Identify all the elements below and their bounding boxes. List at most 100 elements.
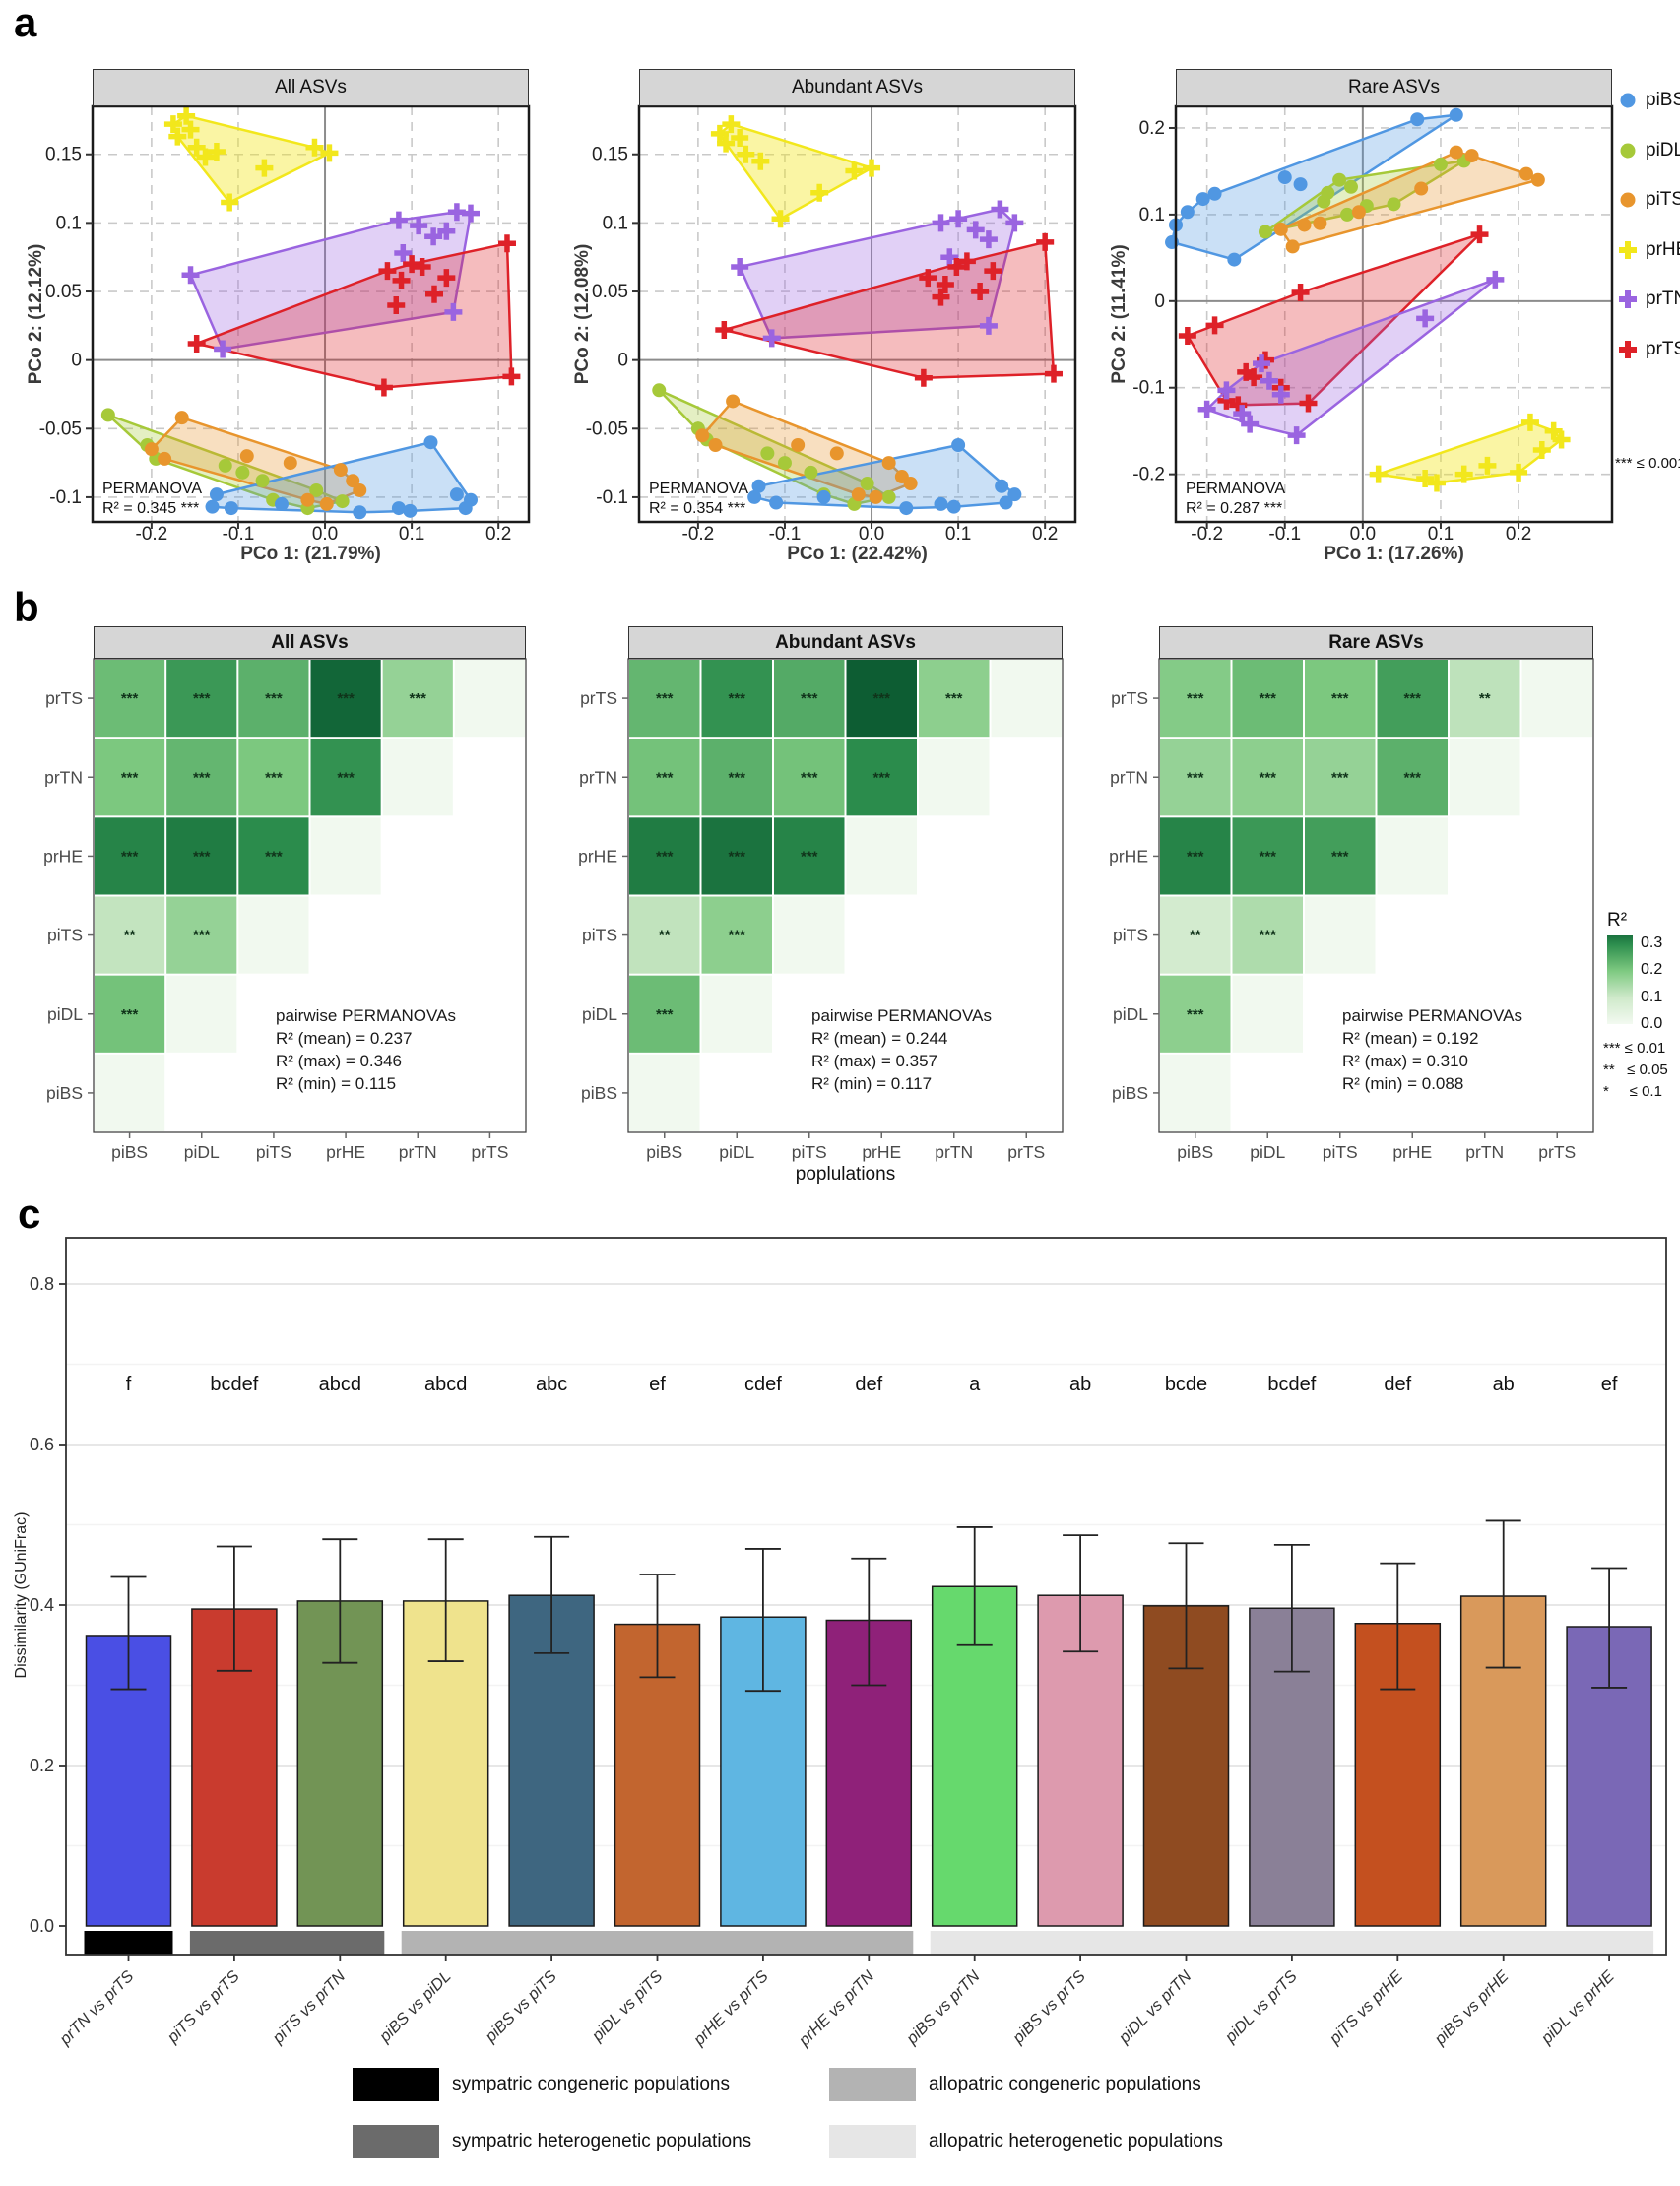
bar-ytick: 0.6	[30, 1435, 54, 1454]
heatmap-2: *** *** *** *** ****** *** *** ****** *** ***** **…	[578, 658, 1064, 1162]
cell-significance: ***	[1331, 690, 1349, 707]
pcoa-ylabel-2: PCo 2: (12.08%)	[572, 243, 593, 385]
heatmap-row-label: piTS	[1113, 926, 1148, 945]
heatmap-cell	[629, 896, 700, 974]
heatmap-row-label: prTN	[1110, 767, 1148, 787]
heatmap-cell	[846, 817, 917, 895]
heatmap-cell	[701, 660, 772, 738]
bar-xtick-label: piTS vs prTS	[163, 1967, 243, 2047]
significance-letter: bcdef	[1267, 1374, 1316, 1395]
cell-significance: ***	[728, 848, 745, 865]
points-prHE	[710, 115, 881, 228]
legend-item-piTS: piTS	[1617, 186, 1680, 214]
heatmap-row-label: piBS	[581, 1083, 617, 1103]
heatmap-cell	[166, 739, 237, 816]
heatmap-col-label: piBS	[111, 1142, 148, 1162]
cell-significance: ***	[728, 928, 745, 944]
group-swatch	[353, 2068, 439, 2101]
heatmap-cell	[95, 739, 165, 816]
pcoa-ytick: 0.1	[1139, 205, 1165, 225]
cell-significance: ***	[656, 769, 674, 786]
r2-colorbar-tick: 0.3	[1641, 934, 1663, 952]
heatmap-cell	[95, 975, 165, 1053]
bar-xtick-label: piDL vs prHE	[1537, 1966, 1619, 2048]
heatmap-row-label: prTS	[45, 688, 83, 708]
bar-xtick-label: piTS vs prTN	[269, 1967, 350, 2048]
pcoa-plot-2: -0.2 -0.1 0.0 0.1 0.2 0.15 0.1 0.05 0 -0.05 -0.1	[586, 104, 1077, 545]
pcoa-plot-3: -0.2 -0.1 0.0 0.1 0.2 0.2 0.1 0 -0.1 -0.2	[1132, 104, 1614, 545]
sig-level-3: * ≤ 0.1	[1603, 1083, 1662, 1100]
heatmap-cell	[846, 660, 917, 738]
bar-xtick-label: piBS vs prTS	[1008, 1967, 1089, 2048]
heatmap-cell	[774, 817, 845, 895]
heatmap-cell	[1377, 817, 1448, 895]
heatmap-col-label: piDL	[719, 1142, 754, 1162]
heatmap-cell	[1232, 975, 1303, 1053]
plus-marker-icon	[1619, 340, 1637, 358]
legend-label: piBS	[1646, 90, 1680, 110]
heatmap-cell	[1160, 975, 1231, 1053]
r2-colorbar-tick: 0.2	[1641, 961, 1663, 979]
cell-significance: ***	[193, 690, 211, 707]
cell-significance: ***	[1259, 769, 1276, 786]
points-prTN	[1197, 270, 1505, 445]
heatmap-cell	[1160, 817, 1231, 895]
bar-xtick-label: piDL vs prTS	[1221, 1967, 1301, 2047]
pcoa-xtick: 0.0	[859, 524, 884, 545]
bar-xtick-label: piDL vs piTS	[588, 1967, 666, 2045]
cell-significance: ***	[337, 769, 355, 786]
panel-b-label: b	[14, 584, 39, 630]
cell-significance: ***	[872, 690, 890, 707]
group-label: allopatric heterogenetic populations	[929, 2131, 1223, 2152]
group-swatch	[353, 2125, 439, 2158]
heatmap-cell	[701, 739, 772, 816]
cell-significance: ***	[121, 848, 139, 865]
heatmap-cell	[95, 896, 165, 974]
r2-legend-title: R²	[1607, 910, 1628, 931]
cell-significance: ***	[801, 769, 818, 786]
heatmap-cell	[1232, 896, 1303, 974]
heatmap-col-label: piDL	[184, 1142, 220, 1162]
pcoa-ytick: 0.2	[1139, 118, 1165, 139]
cell-significance: ***	[656, 1006, 674, 1023]
points-piBS	[205, 435, 478, 520]
heatmap-cell	[774, 660, 845, 738]
pcoa-xtick: 0.1	[945, 524, 971, 545]
hull-piTS	[700, 399, 913, 499]
significance-letter: def	[1384, 1374, 1411, 1395]
significance-letter: a	[969, 1374, 981, 1395]
heatmap-strip-rare: Rare ASVs	[1159, 626, 1593, 659]
pcoa-ytick: 0.15	[45, 145, 82, 165]
heatmap-col-label: prTN	[935, 1142, 973, 1162]
heatmap-cell	[1232, 660, 1303, 738]
heatmap-cell	[1160, 1054, 1231, 1131]
cell-significance: ***	[1259, 928, 1276, 944]
heatmap-col-label: prTS	[1007, 1142, 1045, 1162]
pcoa-xtick: 0.2	[485, 524, 511, 545]
cell-significance: ***	[1331, 848, 1349, 865]
heatmap-col-label: prHE	[862, 1142, 901, 1162]
significance-note-a: *** ≤ 0.001	[1615, 455, 1680, 472]
cell-significance: ***	[945, 690, 963, 707]
heatmap-cell	[1450, 660, 1520, 738]
pairwise-note-2: pairwise PERMANOVAs R² (mean) = 0.244 R² …	[811, 1006, 992, 1093]
bar-ytick: 0.8	[30, 1274, 54, 1294]
heatmap-col-label: piDL	[1250, 1142, 1285, 1162]
circle-marker-icon	[1620, 93, 1636, 108]
pcoa-xlabel-3: PCo 1: (17.26%)	[1324, 544, 1464, 564]
cell-significance: ***	[656, 848, 674, 865]
bar-ylabel: Dissimilarity (GUniFrac)	[13, 1511, 30, 1679]
group-swatch	[829, 2125, 916, 2158]
pcoa-strip-abundant: Abundant ASVs	[639, 69, 1075, 106]
sig-level-1: *** ≤ 0.01	[1603, 1040, 1666, 1057]
heatmap-cell	[382, 739, 453, 816]
heatmap-cell	[166, 817, 237, 895]
heatmap-1: *** *** *** *** ****** *** *** ****** *** ***** **…	[43, 658, 527, 1162]
heatmap-row-label: piDL	[1113, 1004, 1148, 1024]
heatmap-row-label: prTS	[1111, 688, 1148, 708]
heatmap-cell	[629, 660, 700, 738]
cell-significance: ***	[1187, 1006, 1204, 1023]
heatmap-cell	[382, 660, 453, 738]
pcoa-ytick: 0.15	[592, 145, 628, 165]
heatmap-cell	[846, 739, 917, 816]
